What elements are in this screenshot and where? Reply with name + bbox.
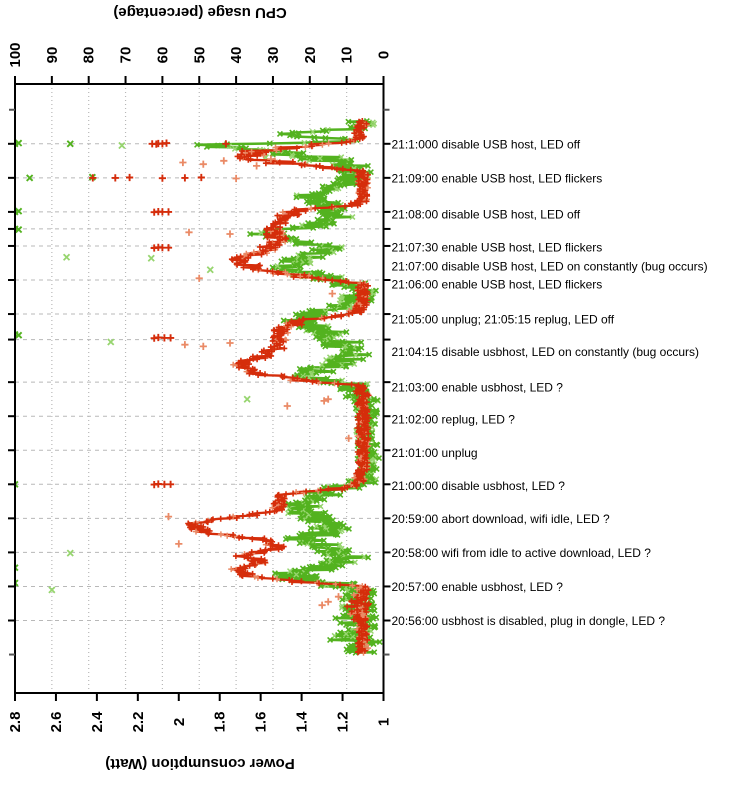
cpu-tick-label: 40 <box>228 47 245 64</box>
cpu-tick-label: 90 <box>44 47 61 64</box>
cpu-series-outliers-light <box>48 141 270 594</box>
power-series-markers <box>185 118 372 656</box>
cpu-series-outliers <box>15 139 96 587</box>
time-annotation: 21:07:30 enable USB host, LED flickers <box>392 240 603 254</box>
power-tick-label: 1.4 <box>294 711 311 733</box>
cpu-tick-label: 30 <box>265 47 282 64</box>
time-annotation: 21:06:00 enable USB host, LED flickers <box>392 278 603 292</box>
cpu-tick-label: 60 <box>154 47 171 64</box>
power-tick-label: 1.8 <box>212 712 229 733</box>
time-annotation: 21:02:00 replug, LED ? <box>392 413 516 427</box>
power-axis-title: Power consumption (Watt) <box>105 755 295 772</box>
power-tick-label: 1 <box>376 718 393 726</box>
cpu-tick-label: 80 <box>81 47 98 64</box>
time-annotation: 21:09:00 enable USB host, LED flickers <box>392 171 603 185</box>
time-annotation: 21:03:00 enable usbhost, LED ? <box>392 381 564 395</box>
power-tick-label: 1.2 <box>335 712 352 733</box>
time-annotation: 21:07:00 disable USB host, LED on consta… <box>392 259 708 273</box>
time-annotation: 21:05:00 unplug; 21:05:15 replug, LED of… <box>392 313 615 327</box>
time-annotation: 21:08:00 disable USB host, LED off <box>392 207 581 221</box>
time-annotation: 21:1:000 disable USB host, LED off <box>392 137 581 151</box>
power-tick-label: 1.6 <box>253 712 270 733</box>
cpu-tick-label: 10 <box>339 47 356 64</box>
cpu-tick-label: 0 <box>376 51 393 59</box>
power-tick-label: 2 <box>171 718 188 726</box>
time-annotation: 20:58:00 wifi from idle to active downlo… <box>392 546 652 560</box>
cpu-tick-label: 100 <box>7 42 24 67</box>
time-annotation: 21:00:00 disable usbhost, LED ? <box>392 479 566 493</box>
time-annotation: 20:57:00 enable usbhost, LED ? <box>392 580 564 594</box>
time-annotation: 20:59:00 abort download, wifi idle, LED … <box>392 512 610 526</box>
power-series-outliers-light <box>164 155 353 609</box>
cpu-tick-label: 20 <box>302 47 319 64</box>
time-annotation: 20:56:00 usbhost is disabled, plug in do… <box>392 614 666 628</box>
power-tick-label: 2.2 <box>130 712 147 733</box>
power-tick-label: 2.8 <box>7 712 24 733</box>
power-series-outliers <box>89 139 230 489</box>
cpu-tick-label: 70 <box>118 47 135 64</box>
power-tick-label: 2.6 <box>48 712 65 733</box>
time-annotation: 21:04:15 disable usbhost, LED on constan… <box>392 345 700 359</box>
series-layer <box>15 117 383 656</box>
time-annotation: 21:01:00 unplug <box>392 446 478 460</box>
power-tick-label: 2.4 <box>89 711 106 733</box>
cpu-tick-label: 50 <box>191 47 208 64</box>
